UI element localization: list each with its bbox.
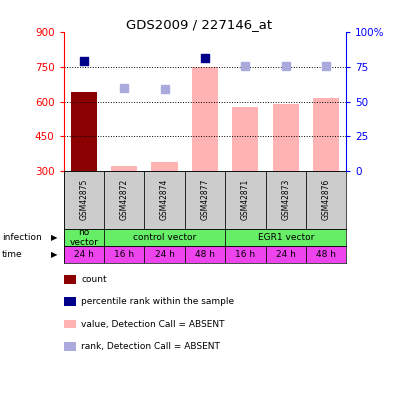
- Text: 24 h: 24 h: [155, 250, 175, 259]
- Text: percentile rank within the sample: percentile rank within the sample: [81, 297, 234, 306]
- FancyBboxPatch shape: [104, 246, 144, 263]
- FancyBboxPatch shape: [225, 246, 265, 263]
- Bar: [232, 107, 258, 171]
- Bar: [71, 92, 97, 171]
- FancyBboxPatch shape: [265, 246, 306, 263]
- Text: GDS2009 / 227146_at: GDS2009 / 227146_at: [126, 18, 272, 31]
- FancyBboxPatch shape: [64, 171, 104, 228]
- Text: GSM42875: GSM42875: [79, 179, 88, 220]
- Point: [283, 63, 289, 69]
- Text: infection: infection: [2, 233, 42, 242]
- Text: GSM42873: GSM42873: [281, 179, 290, 220]
- Text: ▶: ▶: [51, 250, 58, 259]
- Bar: [192, 67, 218, 171]
- FancyBboxPatch shape: [306, 246, 346, 263]
- Text: no
vector: no vector: [69, 228, 98, 247]
- FancyBboxPatch shape: [306, 171, 346, 228]
- Text: GSM42874: GSM42874: [160, 179, 169, 220]
- Bar: [152, 162, 178, 171]
- Point: [323, 63, 329, 69]
- Text: control vector: control vector: [133, 233, 196, 242]
- Text: value, Detection Call = ABSENT: value, Detection Call = ABSENT: [81, 320, 225, 328]
- Point: [162, 86, 168, 92]
- FancyBboxPatch shape: [265, 171, 306, 228]
- FancyBboxPatch shape: [144, 171, 185, 228]
- FancyBboxPatch shape: [225, 228, 346, 246]
- Point: [121, 85, 127, 91]
- Text: count: count: [81, 275, 107, 284]
- Bar: [111, 166, 137, 171]
- Text: EGR1 vector: EGR1 vector: [258, 233, 314, 242]
- Text: GSM42871: GSM42871: [241, 179, 250, 220]
- Text: 48 h: 48 h: [195, 250, 215, 259]
- Bar: [273, 104, 299, 171]
- Text: rank, Detection Call = ABSENT: rank, Detection Call = ABSENT: [81, 342, 220, 351]
- FancyBboxPatch shape: [185, 171, 225, 228]
- Text: GSM42877: GSM42877: [201, 179, 209, 220]
- Bar: [313, 98, 339, 171]
- Text: 16 h: 16 h: [235, 250, 256, 259]
- FancyBboxPatch shape: [64, 228, 104, 246]
- Text: 48 h: 48 h: [316, 250, 336, 259]
- Text: 16 h: 16 h: [114, 250, 134, 259]
- Text: GSM42876: GSM42876: [322, 179, 331, 220]
- FancyBboxPatch shape: [104, 171, 144, 228]
- Text: GSM42872: GSM42872: [120, 179, 129, 220]
- FancyBboxPatch shape: [225, 171, 265, 228]
- Text: 24 h: 24 h: [74, 250, 94, 259]
- FancyBboxPatch shape: [144, 246, 185, 263]
- Point: [202, 55, 208, 61]
- Point: [81, 58, 87, 64]
- FancyBboxPatch shape: [185, 246, 225, 263]
- Point: [242, 63, 248, 69]
- FancyBboxPatch shape: [64, 246, 104, 263]
- FancyBboxPatch shape: [104, 228, 225, 246]
- Text: ▶: ▶: [51, 233, 58, 242]
- Text: 24 h: 24 h: [276, 250, 296, 259]
- Text: time: time: [2, 250, 23, 259]
